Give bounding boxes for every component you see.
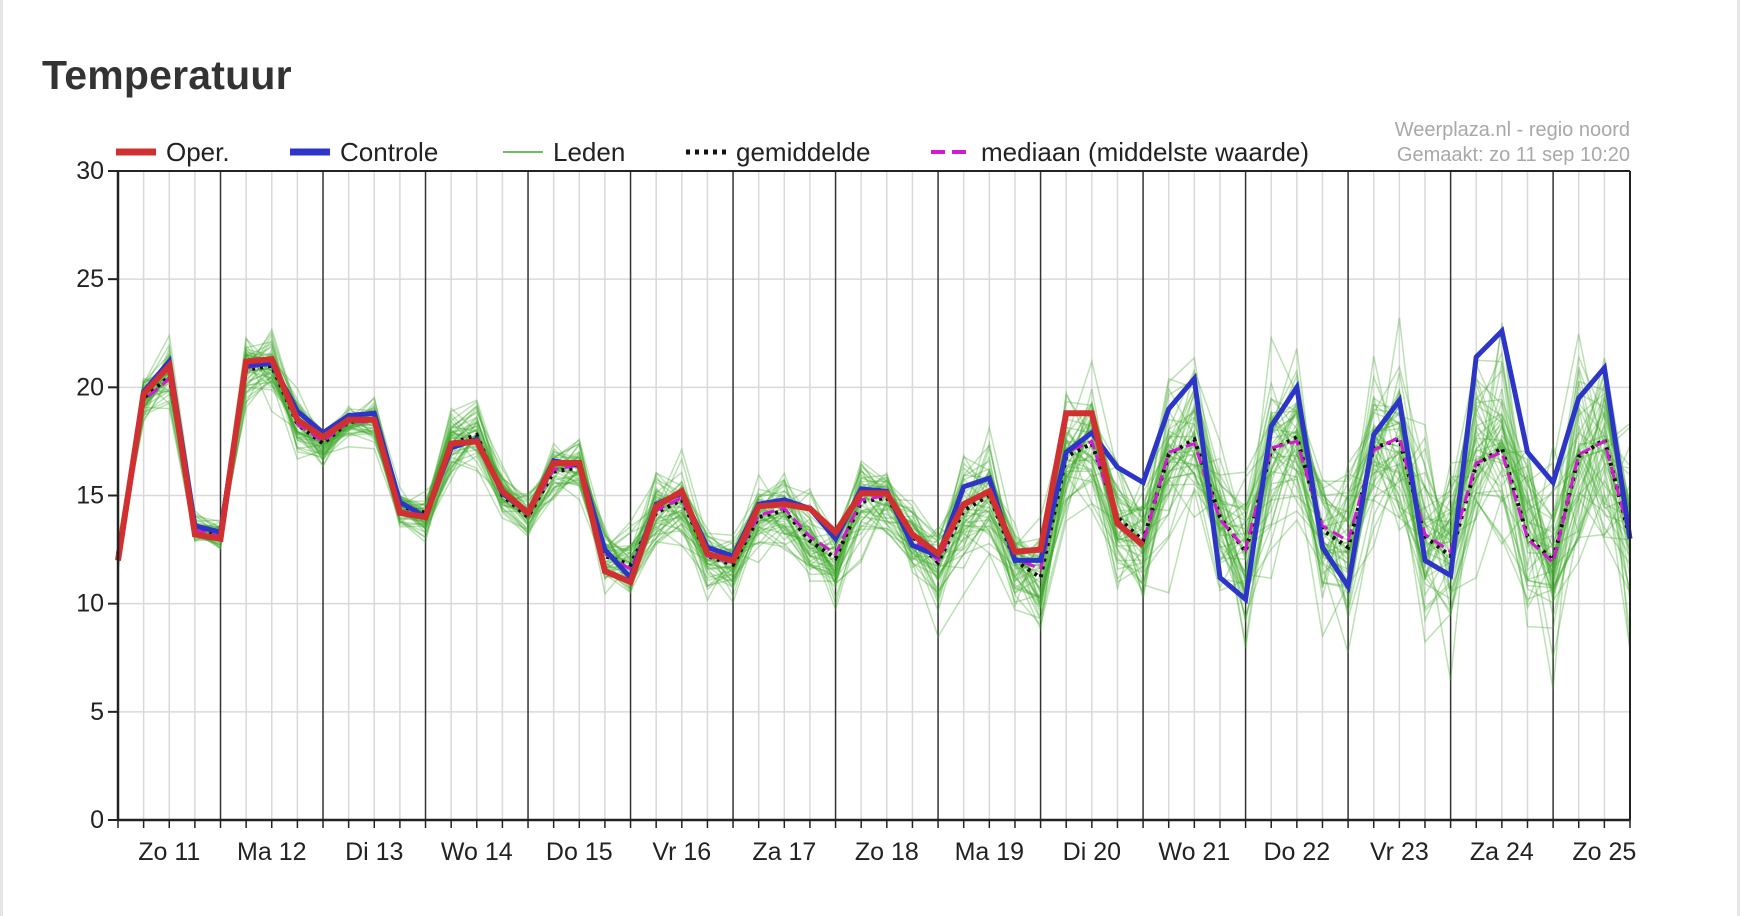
ensemble-members-lines — [117, 317, 1631, 690]
legend-item: Leden — [503, 137, 625, 167]
y-tick-label: 20 — [76, 373, 104, 401]
series-line-mediaan — [116, 361, 1632, 572]
x-tick-label: Ma 12 — [237, 838, 306, 866]
page-right-border — [1737, 0, 1740, 916]
legend-label: Leden — [553, 137, 625, 167]
legend-item: mediaan (middelste waarde) — [931, 137, 1309, 167]
x-tick-label: Za 24 — [1470, 838, 1534, 866]
ensemble-member-line — [117, 331, 1631, 606]
x-tick-label: Di 20 — [1063, 838, 1121, 866]
ensemble-member-line — [117, 333, 1631, 593]
legend-label: Oper. — [166, 137, 230, 167]
legend-label: mediaan (middelste waarde) — [981, 137, 1309, 167]
legend-item: Oper. — [116, 137, 230, 167]
series-line-controle — [115, 326, 1633, 605]
ensemble-member-line — [117, 352, 1631, 618]
y-tick-label: 5 — [90, 698, 104, 726]
page-left-border — [0, 0, 3, 916]
ensemble-member-line — [117, 322, 1631, 604]
x-tick-label: Zo 18 — [855, 838, 919, 866]
ensemble-member-line — [117, 350, 1631, 578]
ensemble-member-line — [117, 360, 1631, 608]
axes: 0 5 10 15 20 25 30 Zo 11 Ma 12 Di 13 Wo 14 Do 15 Vr … — [76, 157, 1636, 866]
x-tick-label: Vr 23 — [1370, 838, 1429, 866]
y-tick-label: 0 — [90, 806, 104, 834]
ensemble-member-line — [117, 348, 1631, 598]
credit-source: Weerplaza.nl - regio noord — [1395, 119, 1630, 141]
ensemble-member-line — [117, 333, 1631, 613]
legend-item: Controle — [290, 137, 438, 167]
y-tick-label: 30 — [76, 157, 104, 185]
ensemble-member-line — [117, 343, 1631, 622]
y-tick-label: 10 — [76, 590, 104, 618]
x-tick-label: Di 13 — [345, 838, 403, 866]
x-tick-label: Wo 21 — [1158, 838, 1230, 866]
x-tick-label: Do 15 — [546, 838, 613, 866]
chart-card-title: Temperatuur — [42, 52, 292, 98]
y-tick-label: 15 — [76, 482, 104, 510]
series-lines — [115, 326, 1633, 605]
x-tick-label: Wo 14 — [441, 838, 513, 866]
credit-made: Gemaakt: zo 11 sep 10:20 — [1397, 144, 1630, 166]
day-separators — [219, 171, 1554, 820]
ensemble-member-line — [117, 356, 1631, 614]
y-tick-label: 25 — [76, 265, 104, 293]
ensemble-member-line — [117, 317, 1631, 690]
ensemble-member-line — [117, 362, 1631, 617]
ensemble-member-line — [117, 353, 1631, 629]
ensemble-member-line — [117, 352, 1631, 639]
x-tick-label: Zo 11 — [138, 838, 200, 866]
ensemble-member-line — [117, 369, 1631, 586]
x-tick-label: Zo 25 — [1572, 838, 1636, 866]
ensemble-member-line — [117, 341, 1631, 650]
x-tick-label: Do 22 — [1263, 838, 1330, 866]
ensemble-member-line — [117, 335, 1631, 607]
x-tick-label: Ma 19 — [955, 838, 1024, 866]
legend-item: gemiddelde — [686, 137, 870, 167]
legend-label: Controle — [340, 137, 438, 167]
ensemble-member-line — [117, 354, 1631, 612]
ensemble-member-line — [117, 358, 1631, 603]
series-line-oper — [115, 356, 1146, 587]
chart-legend: Oper. Controle Leden gemiddelde mediaan (mid… — [116, 137, 1309, 167]
ensemble-member-line — [117, 376, 1631, 610]
x-tick-label: Za 17 — [752, 838, 816, 866]
x-tick-label: Vr 16 — [652, 838, 711, 866]
ensemble-member-line — [117, 327, 1631, 588]
legend-label: gemiddelde — [736, 137, 870, 167]
